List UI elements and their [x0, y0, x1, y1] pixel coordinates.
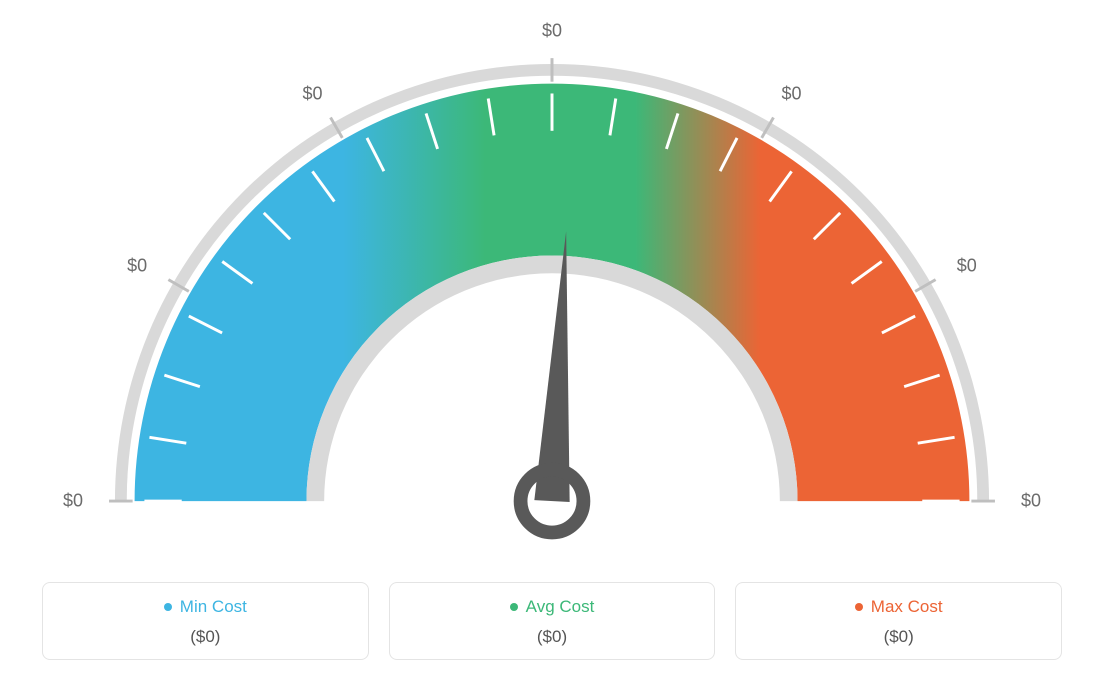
gauge-scale-label: $0: [781, 83, 801, 104]
legend-label: Avg Cost: [526, 597, 595, 617]
legend-title-min: Min Cost: [164, 597, 247, 617]
gauge-scale-label: $0: [63, 491, 83, 512]
legend-value-avg: ($0): [390, 627, 715, 647]
legend-row: Min Cost ($0) Avg Cost ($0) Max Cost ($0…: [42, 582, 1062, 660]
gauge-scale-label: $0: [957, 255, 977, 276]
dot-icon: [510, 603, 518, 611]
legend-card-min: Min Cost ($0): [42, 582, 369, 660]
legend-card-max: Max Cost ($0): [735, 582, 1062, 660]
dot-icon: [164, 603, 172, 611]
legend-title-avg: Avg Cost: [510, 597, 595, 617]
dot-icon: [855, 603, 863, 611]
legend-label: Min Cost: [180, 597, 247, 617]
gauge-svg: [52, 10, 1052, 560]
legend-title-max: Max Cost: [855, 597, 943, 617]
gauge-scale-label: $0: [542, 20, 562, 41]
legend-value-max: ($0): [736, 627, 1061, 647]
legend-card-avg: Avg Cost ($0): [389, 582, 716, 660]
gauge-scale-label: $0: [302, 83, 322, 104]
gauge-scale-label: $0: [127, 255, 147, 276]
gauge-chart: $0 $0 $0 $0 $0 $0 $0: [0, 0, 1104, 560]
gauge-scale-label: $0: [1021, 491, 1041, 512]
legend-value-min: ($0): [43, 627, 368, 647]
legend-label: Max Cost: [871, 597, 943, 617]
